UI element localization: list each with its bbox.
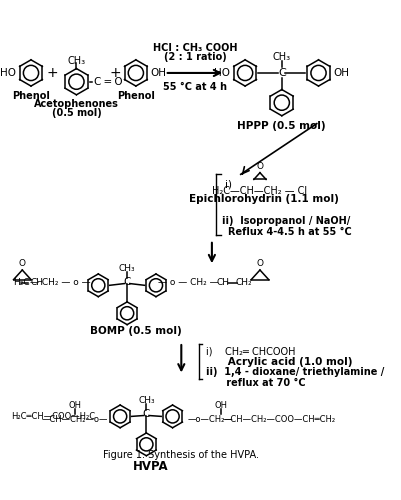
Text: Figure 1. Synthesis of the HVPA.: Figure 1. Synthesis of the HVPA. [103,450,259,460]
Text: CH₂: CH₂ [235,278,252,287]
Text: (0.5 mol): (0.5 mol) [52,108,101,118]
Text: BOMP (0.5 mol): BOMP (0.5 mol) [90,326,182,336]
Text: i)    CH₂═ CHCOOH: i) CH₂═ CHCOOH [206,346,295,356]
Text: C = O: C = O [94,76,123,86]
Text: CH₃: CH₃ [119,264,136,273]
Text: O: O [19,260,26,268]
Text: +: + [109,66,121,80]
Text: OH: OH [68,402,81,410]
Text: CH₃: CH₃ [138,396,155,405]
Text: O: O [257,260,263,268]
Text: +: + [46,66,58,80]
Text: Phenol: Phenol [12,90,50,101]
Text: HO: HO [0,68,16,78]
Text: H₂C—CH—CH₂ — Cl: H₂C—CH—CH₂ — Cl [213,186,308,196]
Text: H₂C: H₂C [14,278,30,287]
Text: O: O [257,162,263,171]
Text: — o — CH₂ —: — o — CH₂ — [158,278,219,287]
Text: CH₃: CH₃ [273,52,291,62]
Text: —CH—CH₂—COO—CH═CH₂: —CH—CH₂—COO—CH═CH₂ [223,414,336,424]
Text: 55 °C at 4 h: 55 °C at 4 h [163,82,227,92]
Text: Epichlorohydrin (1.1 mol): Epichlorohydrin (1.1 mol) [189,194,339,204]
Text: —CH—CH₂—o—: —CH—CH₂—o— [42,414,108,424]
Text: Acetophenones: Acetophenones [34,100,119,110]
Text: C: C [278,68,286,78]
Text: HVPA: HVPA [133,460,168,472]
Text: reflux at 70 °C: reflux at 70 °C [206,378,306,388]
Text: (2 : 1 ratio): (2 : 1 ratio) [164,52,227,62]
Text: — CH₂ — o —: — CH₂ — o — [30,278,91,287]
Text: H₂C═CH—COO—H₂C: H₂C═CH—COO—H₂C [11,412,95,421]
Text: i): i) [225,180,232,190]
Text: HCl : CH₃ COOH: HCl : CH₃ COOH [153,44,237,54]
Text: OH: OH [333,68,349,78]
Text: ii)  Isopropanol / NaOH/: ii) Isopropanol / NaOH/ [223,216,350,226]
Text: HO: HO [214,68,230,78]
Text: CH₃: CH₃ [67,56,85,66]
Text: CH: CH [30,278,43,287]
Text: Phenol: Phenol [117,90,155,101]
Text: C: C [124,277,131,287]
Text: Reflux 4-4.5 h at 55 °C: Reflux 4-4.5 h at 55 °C [229,227,352,237]
Text: HPPP (0.5 mol): HPPP (0.5 mol) [237,122,326,132]
Text: OH: OH [214,402,227,410]
Text: Acrylic acid (1.0 mol): Acrylic acid (1.0 mol) [206,357,352,367]
Text: —o—CH₂—: —o—CH₂— [187,414,233,424]
Text: OH: OH [151,68,167,78]
Text: CH: CH [217,278,230,287]
Text: ii)  1,4 - dioxane/ triethylamine /: ii) 1,4 - dioxane/ triethylamine / [206,368,384,378]
Text: C: C [143,409,150,419]
